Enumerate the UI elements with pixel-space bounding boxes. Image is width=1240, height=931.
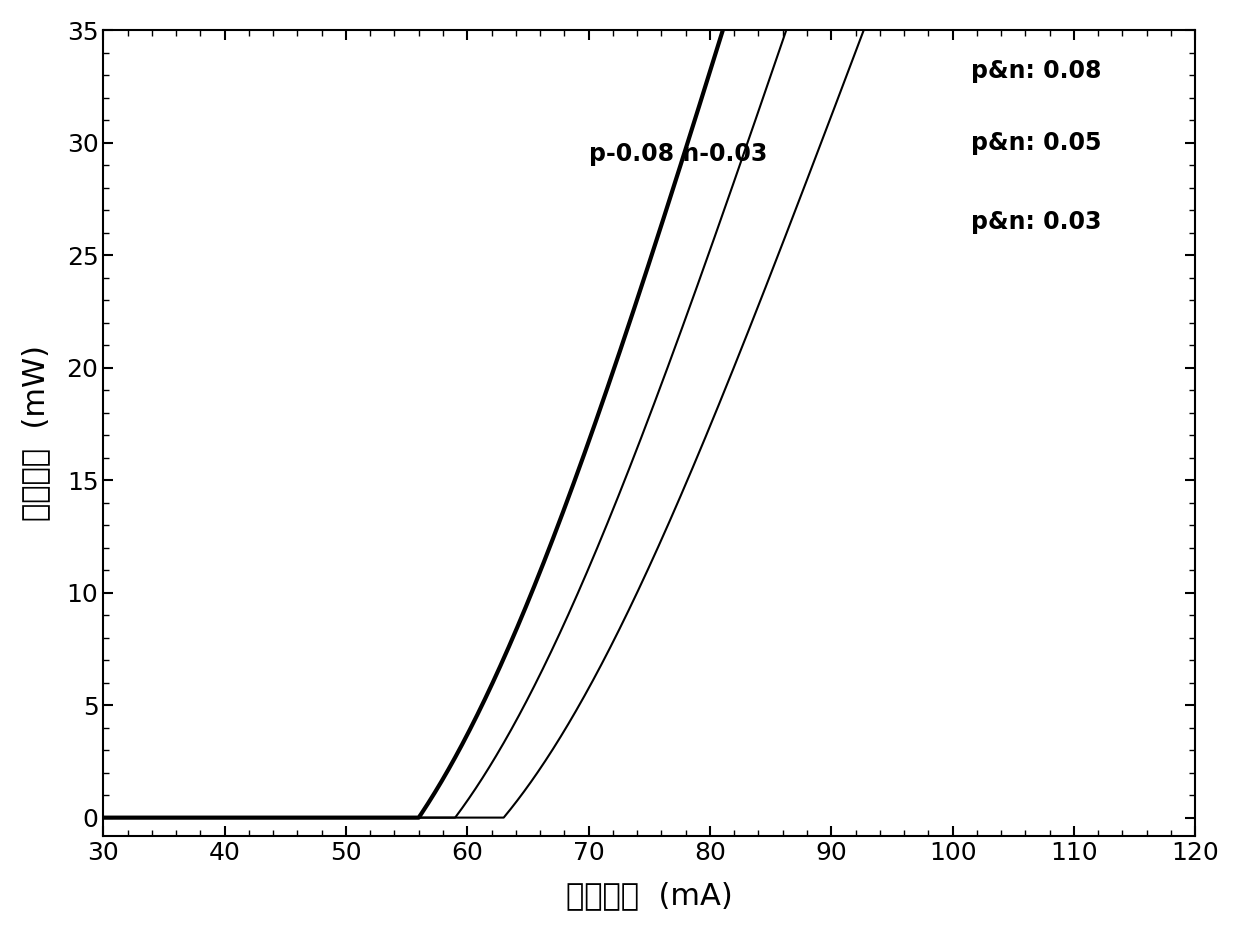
Y-axis label: 输出功率  (mW): 输出功率 (mW) <box>21 345 50 521</box>
Text: p&n: 0.03: p&n: 0.03 <box>971 209 1101 234</box>
Text: p&n: 0.05: p&n: 0.05 <box>971 131 1101 155</box>
X-axis label: 注入电流  (mA): 注入电流 (mA) <box>565 881 733 911</box>
Text: p-0.08 n-0.03: p-0.08 n-0.03 <box>589 142 768 166</box>
Text: p&n: 0.08: p&n: 0.08 <box>971 59 1101 83</box>
